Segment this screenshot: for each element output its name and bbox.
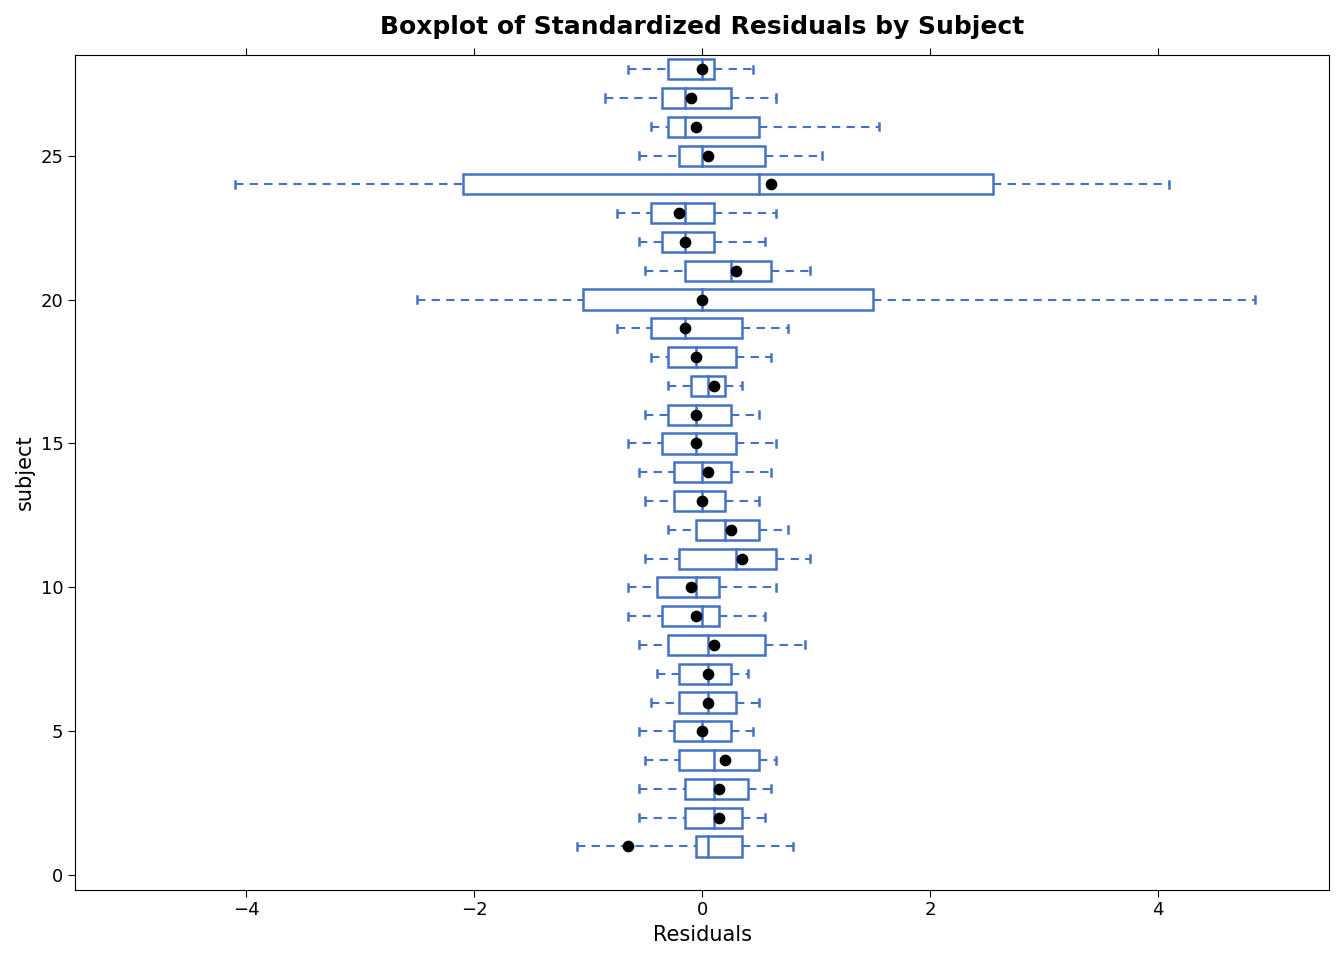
Bar <box>668 635 765 655</box>
X-axis label: Residuals: Residuals <box>653 925 751 945</box>
Bar <box>691 375 724 396</box>
Bar <box>696 519 759 540</box>
Bar <box>650 318 742 338</box>
Point <box>703 378 724 394</box>
Bar <box>673 721 731 741</box>
Bar <box>685 807 742 828</box>
Y-axis label: subject: subject <box>15 435 35 510</box>
Bar <box>679 146 765 166</box>
Bar <box>668 60 714 80</box>
Bar <box>650 204 714 224</box>
Bar <box>663 433 737 453</box>
Bar <box>679 750 759 770</box>
Bar <box>679 548 777 568</box>
Point <box>714 753 735 768</box>
Point <box>726 263 747 278</box>
Point <box>698 465 719 480</box>
Point <box>617 839 638 854</box>
Point <box>720 522 742 538</box>
Bar <box>679 692 737 712</box>
Point <box>680 580 702 595</box>
Point <box>675 234 696 250</box>
Bar <box>657 577 719 597</box>
Bar <box>673 491 724 511</box>
Bar <box>582 290 874 309</box>
Point <box>685 349 707 365</box>
Bar <box>663 232 714 252</box>
Point <box>698 695 719 710</box>
Point <box>698 666 719 682</box>
Point <box>708 781 730 797</box>
Point <box>680 90 702 106</box>
Bar <box>679 663 731 684</box>
Bar <box>663 88 731 108</box>
Bar <box>462 175 993 195</box>
Point <box>685 436 707 451</box>
Bar <box>668 404 731 424</box>
Bar <box>673 462 731 482</box>
Point <box>691 61 712 77</box>
Point <box>685 609 707 624</box>
Title: Boxplot of Standardized Residuals by Subject: Boxplot of Standardized Residuals by Sub… <box>380 15 1024 39</box>
Bar <box>668 347 737 367</box>
Bar <box>668 117 759 137</box>
Point <box>703 637 724 653</box>
Point <box>708 810 730 826</box>
Point <box>675 321 696 336</box>
Bar <box>696 836 742 856</box>
Point <box>685 119 707 134</box>
Point <box>698 148 719 163</box>
Point <box>731 551 753 566</box>
Bar <box>685 261 770 281</box>
Point <box>691 292 712 307</box>
Point <box>668 205 689 221</box>
Point <box>691 724 712 739</box>
Bar <box>663 606 719 626</box>
Bar <box>685 779 747 799</box>
Point <box>759 177 781 192</box>
Point <box>691 493 712 509</box>
Point <box>685 407 707 422</box>
